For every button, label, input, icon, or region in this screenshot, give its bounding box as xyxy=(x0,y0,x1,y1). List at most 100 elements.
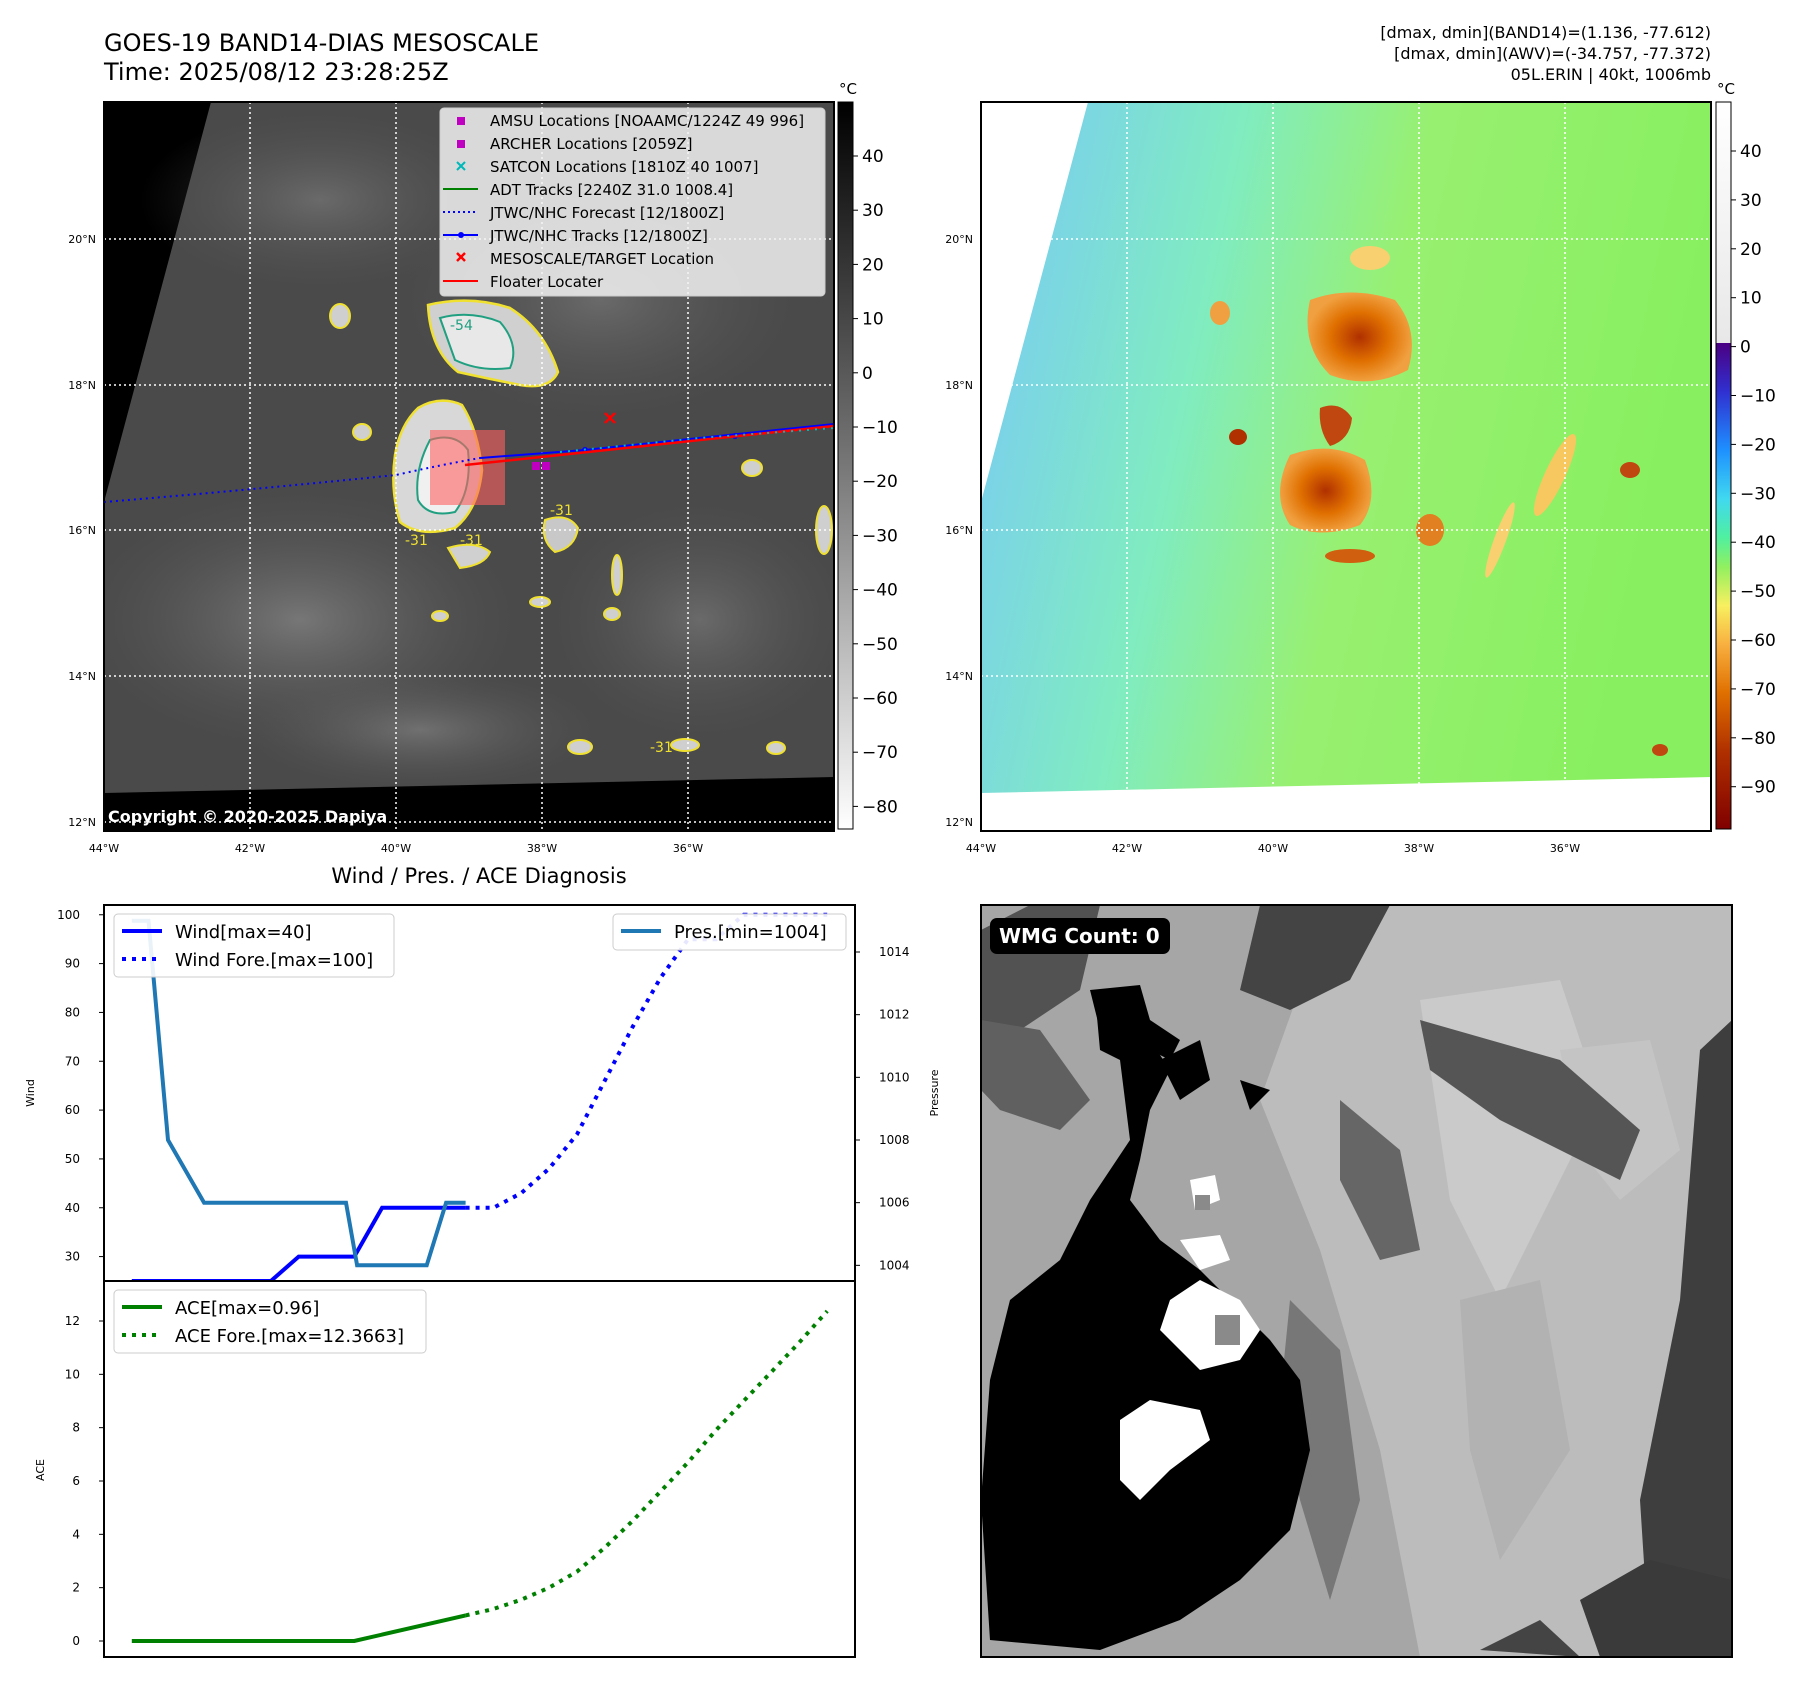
ace-ytick-label: 0 xyxy=(72,1634,80,1648)
color-colorbar-tick-label: 30 xyxy=(1740,191,1762,211)
figure-title: GOES-19 BAND14-DIAS MESOSCALE xyxy=(104,29,539,57)
wind-ytick-label: 70 xyxy=(65,1054,80,1068)
contour-label: -31 xyxy=(460,533,483,549)
ace-ytick-label: 8 xyxy=(72,1421,80,1435)
wmg-image xyxy=(981,905,1732,1657)
wind-ytick-label: 50 xyxy=(65,1152,80,1166)
legend-archer-marker xyxy=(457,140,465,148)
color-colorbar-unit: °C xyxy=(1717,80,1735,98)
pressure-ytick-label: 1014 xyxy=(879,945,910,959)
lat-tick: 12°N xyxy=(945,816,973,829)
legend-label: AMSU Locations [NOAAMC/1224Z 49 996] xyxy=(490,112,804,130)
color-colorbar-tick-label: 0 xyxy=(1740,338,1751,358)
ace-ytick-label: 10 xyxy=(65,1367,80,1381)
color-colorbar-tick-label: −70 xyxy=(1740,680,1776,700)
color-colorbar-tick-label: 20 xyxy=(1740,240,1762,260)
legend-label: MESOSCALE/TARGET Location xyxy=(490,250,714,268)
wind-ytick-label: 40 xyxy=(65,1201,80,1215)
wind-ytick-label: 60 xyxy=(65,1103,80,1117)
ace-ytick-label: 12 xyxy=(65,1314,80,1328)
legend-label: JTWC/NHC Forecast [12/1800Z] xyxy=(489,204,724,222)
gray-colorbar-tick-label: −40 xyxy=(862,581,898,601)
legend-wind-label: Wind[max=40] xyxy=(175,922,312,943)
pressure-ylabel: Pressure xyxy=(928,1069,941,1116)
diagnosis-title: Wind / Pres. / ACE Diagnosis xyxy=(331,864,626,888)
wind-ylabel: Wind xyxy=(24,1079,37,1107)
ir-map-lon-ticks: 44°W 42°W 40°W 38°W 36°W xyxy=(89,842,703,855)
contour-label: -31 xyxy=(405,533,428,549)
legend-ace-label: ACE[max=0.96] xyxy=(175,1298,319,1319)
lon-tick: 42°W xyxy=(1112,842,1142,855)
ace-forecast-line xyxy=(465,1309,829,1618)
ace-ylabel: ACE xyxy=(34,1459,47,1481)
wind-pressure-chart: Wind Pressure 30 40 50 60 70 80 90 100 1004 1006… xyxy=(24,904,941,1283)
lon-tick: 36°W xyxy=(1550,842,1580,855)
archer-marker xyxy=(532,462,540,470)
pressure-ytick-label: 1010 xyxy=(879,1070,910,1084)
pressure-legend: Pres.[min=1004] xyxy=(612,913,847,951)
wind-ytick-label: 90 xyxy=(65,957,80,971)
lon-tick: 36°W xyxy=(673,842,703,855)
legend-label: Floater Locater xyxy=(490,273,604,291)
ace-legend: ACE[max=0.96] ACE Fore.[max=12.3663] xyxy=(113,1289,427,1354)
wmg-count-badge: WMG Count: 0 xyxy=(990,918,1170,954)
lon-tick: 42°W xyxy=(235,842,265,855)
copyright-text: Copyright © 2020-2025 Dapiya xyxy=(108,807,387,826)
lat-tick: 20°N xyxy=(945,233,973,246)
color-colorbar-tick-label: −40 xyxy=(1740,533,1776,553)
legend-tracks-dot xyxy=(458,232,464,238)
lon-tick: 40°W xyxy=(1258,842,1288,855)
gray-colorbar-unit: °C xyxy=(839,80,857,98)
pressure-ytick-label: 1012 xyxy=(879,1008,910,1022)
ace-ytick-label: 2 xyxy=(72,1581,80,1595)
legend-pres-label: Pres.[min=1004] xyxy=(674,922,827,943)
color-colorbar-tick-label: −60 xyxy=(1740,631,1776,651)
lon-tick: 38°W xyxy=(1404,842,1434,855)
legend-amsu-marker xyxy=(457,117,465,125)
awv-map-lon-ticks: 44°W 42°W 40°W 38°W 36°W xyxy=(966,842,1580,855)
gray-colorbar: °C 40 30 20 10 0 −10 −20 −30 −40 −50 −60 −70 −80 xyxy=(837,80,898,830)
pressure-ytick-label: 1006 xyxy=(879,1196,910,1210)
lon-tick: 38°W xyxy=(527,842,557,855)
legend-label: JTWC/NHC Tracks [12/1800Z] xyxy=(489,227,708,245)
color-colorbar-tick-label: −30 xyxy=(1740,484,1776,504)
lat-tick: 20°N xyxy=(68,233,96,246)
legend-satcon-marker xyxy=(456,161,466,171)
gray-colorbar-tick-label: −60 xyxy=(862,689,898,709)
wind-ytick-label: 80 xyxy=(65,1005,80,1019)
wmg-panel: WMG Count: 0 xyxy=(980,904,1733,1658)
pressure-ytick-label: 1004 xyxy=(879,1258,910,1272)
color-colorbar-tick-label: −10 xyxy=(1740,387,1776,407)
awv-map-image xyxy=(981,102,1711,831)
legend-wind-fore-label: Wind Fore.[max=100] xyxy=(175,950,373,971)
jtwc-forecast-track xyxy=(104,457,481,503)
target-location-marker xyxy=(604,412,616,424)
gray-colorbar-tick-label: −50 xyxy=(862,635,898,655)
gray-colorbar-tick-label: −70 xyxy=(862,743,898,763)
amsu-marker xyxy=(542,462,550,470)
gray-colorbar-tick-label: 40 xyxy=(862,147,884,167)
ace-line xyxy=(131,1613,467,1643)
lat-tick: 16°N xyxy=(68,524,96,537)
floater-locater xyxy=(464,424,834,467)
gray-colorbar-tick-label: 10 xyxy=(862,310,884,330)
color-colorbar-tick-label: −50 xyxy=(1740,582,1776,602)
gray-colorbar-tick-label: 0 xyxy=(862,364,873,384)
color-colorbar-tick-label: −90 xyxy=(1740,778,1776,798)
color-colorbar-tick-label: −20 xyxy=(1740,435,1776,455)
color-colorbar-tick-label: 10 xyxy=(1740,289,1762,309)
lon-tick: 40°W xyxy=(381,842,411,855)
awv-map-panel: 12°N 14°N 16°N 18°N 20°N 44°W 42°W 40°W … xyxy=(945,101,1712,855)
color-colorbar-tick-label: 40 xyxy=(1740,142,1762,162)
contour-label: -31 xyxy=(650,740,673,756)
info-line-3: 05L.ERIN | 40kt, 1006mb xyxy=(1511,65,1711,84)
gray-colorbar-tick-label: 30 xyxy=(862,201,884,221)
color-colorbar: °C 40 30 20 10 0 −10 −20 −30 −40 −50 −60 −70 −80 −90 xyxy=(1715,80,1776,830)
info-line-2: [dmax, dmin](AWV)=(-34.757, -77.372) xyxy=(1394,44,1711,63)
ace-ytick-label: 4 xyxy=(72,1527,80,1541)
lat-tick: 18°N xyxy=(945,379,973,392)
legend-ace-fore-label: ACE Fore.[max=12.3663] xyxy=(175,1326,404,1347)
wmg-count-text: WMG Count: 0 xyxy=(999,924,1160,948)
wind-ytick-label: 100 xyxy=(57,908,80,922)
awv-map-gridlines xyxy=(981,102,1711,831)
